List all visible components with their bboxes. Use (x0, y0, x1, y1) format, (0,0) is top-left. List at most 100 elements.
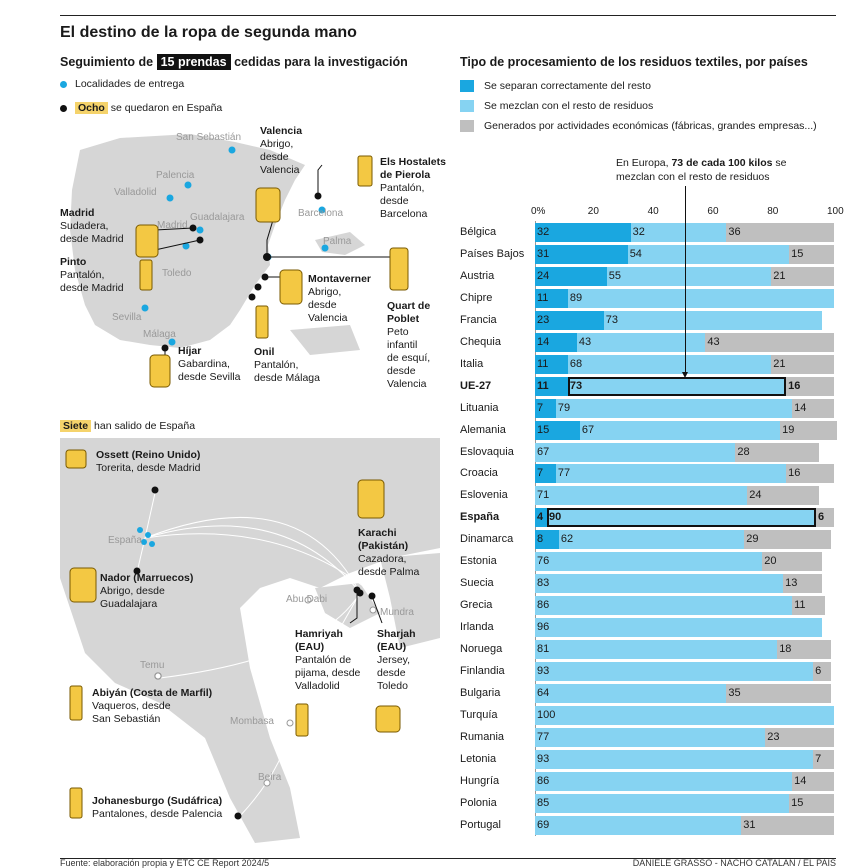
place-desc: Pantalones, desde Palencia (92, 808, 223, 820)
country-label: Croacia (460, 467, 498, 480)
legend-delivery-label: Localidades de entrega (75, 78, 185, 90)
bar-value-label: 21 (773, 357, 786, 370)
place-quart-de-poblet: Quart de Poblet Peto infantil de esquí, … (387, 300, 430, 391)
bar-value-label: 14 (794, 774, 807, 787)
pajama-pants-icon (295, 703, 309, 737)
place-hamriyah: Hamriyah (EAU) Pantalón de pijama, desde… (295, 628, 360, 693)
bar-segment (535, 266, 607, 286)
legend-abroad-highlight: Siete (60, 420, 92, 432)
legend-label: Se separan correctamente del resto (484, 80, 651, 92)
place-desc: Pantalón, (254, 359, 299, 371)
bar-value-label: 6 (818, 511, 825, 524)
bar-value-label: 31 (537, 247, 550, 260)
bar-value-label: 35 (728, 686, 741, 699)
bar-segment (786, 464, 834, 484)
bar-segment (567, 288, 834, 308)
highlight-box (567, 376, 787, 396)
bar-segment (747, 486, 820, 506)
country-label: Chipre (460, 291, 493, 304)
left-heading-pre: Seguimiento de (60, 55, 154, 69)
bar-segment (813, 662, 831, 681)
bar-segment (771, 266, 834, 286)
bar-segment (603, 310, 823, 330)
legend-swatch (460, 80, 474, 92)
place-madrid: Madrid Sudadera, desde Madrid (60, 207, 124, 246)
bar-value-label: 93 (537, 752, 550, 765)
bar-value-label: 64 (537, 686, 550, 699)
legend-delivery: Localidades de entrega (60, 78, 184, 90)
axis-tick-label: 0% (531, 206, 546, 217)
bar-value-label: 7 (537, 401, 544, 414)
bar-segment (535, 683, 727, 703)
bar-segment (786, 376, 834, 396)
bar-value-label: 43 (578, 335, 592, 348)
bar-value-label: 11 (537, 291, 549, 304)
place-montaverner: Montaverner Abrigo, desde Valencia (308, 273, 371, 325)
delivery-dot (318, 206, 326, 214)
bolero-icon (65, 449, 87, 469)
country-label: Rumania (460, 730, 505, 743)
place-pinto: Pinto Pantalón, desde Madrid (60, 256, 124, 295)
place-desc: desde (260, 151, 289, 163)
country-label: Bélgica (460, 226, 497, 238)
bar-segment (705, 332, 834, 352)
bar-segment (558, 530, 745, 550)
bar-segment (535, 574, 784, 594)
jersey-icon (375, 705, 401, 733)
top-rule (60, 15, 836, 16)
bar-segment (762, 552, 823, 572)
place-name: (EAU) (377, 641, 407, 653)
axis-tick-label: 60 (707, 206, 719, 217)
bar-value-label: 68 (569, 357, 583, 370)
place-desc: Sudadera, (60, 220, 109, 232)
delivery-dot (168, 338, 176, 346)
bar-segment (567, 354, 772, 374)
country-label: Hungría (460, 774, 500, 787)
delivery-dot-icon (60, 80, 67, 88)
bar-segment (535, 223, 631, 242)
bar-value-label: 86 (537, 599, 550, 612)
bar-value-label: 67 (581, 423, 595, 436)
bar-value-label: 24 (537, 269, 550, 282)
spain-map: San Sebastián Palencia Valladolid Guadal… (70, 132, 409, 388)
legend-abroad: Siete han salido de España (60, 420, 195, 432)
bar-segment (567, 376, 787, 396)
landmass-shape (60, 438, 440, 843)
bar-value-label: 71 (537, 489, 550, 502)
bar-segment (771, 354, 834, 374)
place-abiyan: Abiyán (Costa de Marfil) Vaqueros, desde… (92, 687, 212, 726)
place-karachi: Karachi (Pakistán) Cazadora, desde Palma (358, 527, 419, 579)
place-desc: Gabardina, (178, 358, 230, 370)
bar-value-label: 54 (629, 247, 642, 260)
main-title: El destino de la ropa de segunda mano (60, 24, 357, 41)
bar-segment (627, 244, 790, 264)
place-name: Madrid (60, 207, 95, 219)
route-line (144, 533, 373, 594)
bar-value-label: 23 (537, 313, 550, 326)
bar-value-label: 93 (537, 665, 550, 677)
place-hijar: Híjar Gabardina, desde Sevilla (178, 345, 240, 384)
delivery-dot (196, 226, 204, 234)
destination-dot (151, 486, 159, 494)
bar-value-label: 19 (782, 423, 795, 436)
right-heading: Tipo de procesamiento de los residuos te… (460, 55, 808, 69)
bar-segment (535, 376, 568, 396)
place-els-hostalets: Els Hostalets de Pierola Pantalón, desde… (380, 156, 446, 221)
annotation-text: mezclan con el resto de residuos (616, 171, 770, 183)
annotation-bold: 73 de cada 100 kilos (671, 157, 773, 169)
bar-value-label: 11 (794, 599, 806, 612)
country-label: Eslovaquia (460, 445, 514, 458)
bar-segment (535, 530, 559, 550)
place-desc: Jersey, (377, 654, 411, 666)
bar-value-label: 7 (815, 752, 822, 765)
place-desc: Torerita, desde Madrid (96, 462, 201, 474)
route-line (144, 516, 361, 594)
leader-line (317, 164, 323, 196)
country-label: Chequia (460, 335, 501, 348)
trousers-icon (255, 305, 269, 339)
bar-value-label: 18 (779, 643, 792, 656)
legend-label: Se mezclan con el resto de residuos (484, 100, 654, 112)
place-name: Valencia (260, 125, 303, 137)
bar-segment (535, 662, 814, 681)
place-name: Poblet (387, 313, 420, 325)
